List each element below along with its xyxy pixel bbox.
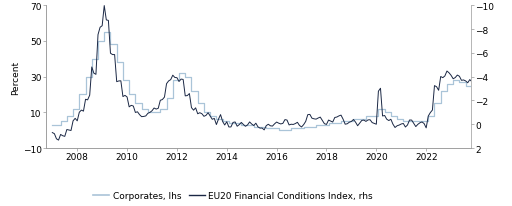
Legend: Corporates, lhs, EU20 Financial Conditions Index, rhs: Corporates, lhs, EU20 Financial Conditio… xyxy=(90,187,377,204)
Y-axis label: Percent: Percent xyxy=(11,60,20,94)
